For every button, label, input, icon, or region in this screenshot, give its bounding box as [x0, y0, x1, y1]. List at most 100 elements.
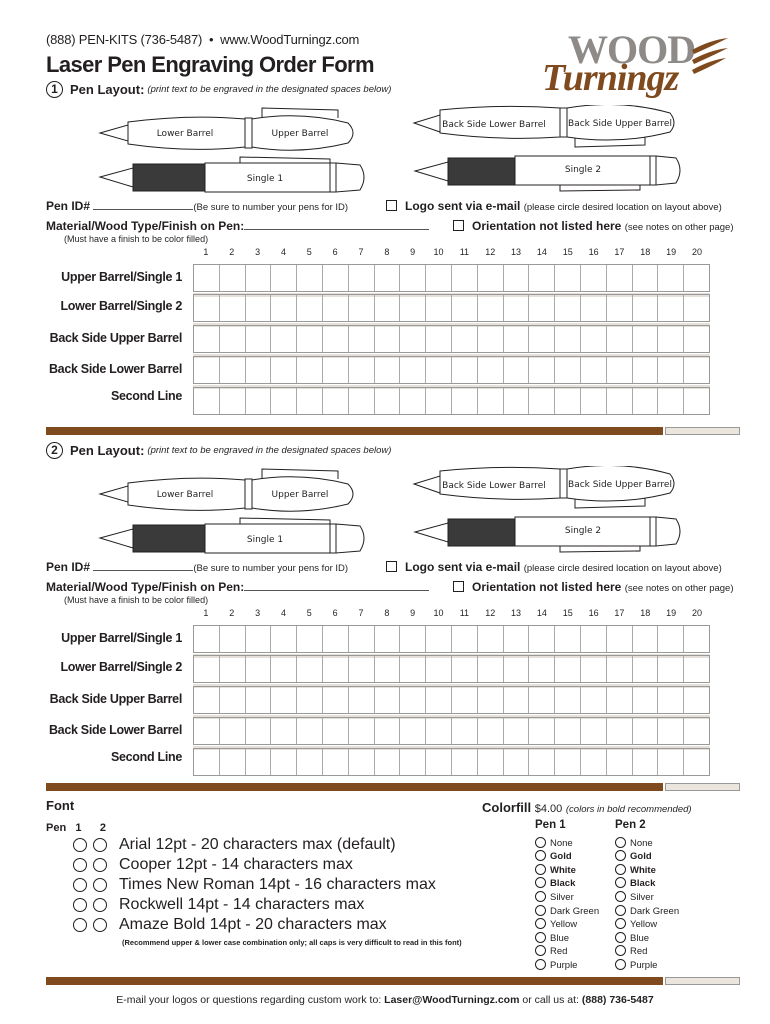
character-cell[interactable] [607, 388, 633, 414]
colorfill-pen1-radio[interactable] [535, 863, 546, 875]
character-cell[interactable] [478, 687, 504, 713]
character-cell[interactable] [297, 388, 323, 414]
character-cell[interactable] [297, 265, 323, 291]
character-cell[interactable] [478, 749, 504, 775]
character-cell[interactable] [658, 388, 685, 414]
character-cell[interactable] [478, 656, 504, 682]
character-cell[interactable] [684, 265, 709, 291]
character-cell[interactable] [297, 295, 323, 321]
character-cell[interactable] [375, 687, 401, 713]
character-cell[interactable] [426, 749, 452, 775]
character-cell[interactable] [246, 626, 272, 652]
character-cell[interactable] [633, 687, 659, 713]
character-cell[interactable] [220, 326, 246, 352]
character-cell[interactable] [452, 749, 478, 775]
character-cell[interactable] [633, 265, 659, 291]
character-cell[interactable] [633, 357, 659, 383]
character-cell[interactable] [658, 265, 685, 291]
font-pen1-radio[interactable] [73, 898, 87, 912]
character-cell[interactable] [194, 718, 220, 744]
character-cell[interactable] [271, 687, 298, 713]
character-cell[interactable] [246, 388, 272, 414]
character-cell[interactable] [271, 626, 298, 652]
character-cell[interactable] [426, 326, 452, 352]
character-cell[interactable] [194, 656, 220, 682]
character-cell[interactable] [555, 357, 581, 383]
character-cell[interactable] [633, 656, 659, 682]
character-cell[interactable] [400, 357, 427, 383]
character-cell[interactable] [452, 656, 478, 682]
character-cell[interactable] [633, 718, 659, 744]
character-cell[interactable] [246, 265, 272, 291]
colorfill-pen1-radio[interactable] [535, 918, 546, 930]
character-cell[interactable] [529, 656, 556, 682]
character-cell[interactable] [297, 626, 323, 652]
character-cell[interactable] [246, 749, 272, 775]
character-cell[interactable] [194, 749, 220, 775]
character-cell[interactable] [529, 718, 556, 744]
character-cell[interactable] [478, 295, 504, 321]
character-cell[interactable] [297, 326, 323, 352]
character-cell[interactable] [220, 265, 246, 291]
character-cell[interactable] [504, 687, 530, 713]
character-cell[interactable] [478, 326, 504, 352]
character-cell[interactable] [581, 265, 607, 291]
character-cell[interactable] [452, 718, 478, 744]
character-cell[interactable] [194, 388, 220, 414]
font-pen1-radio[interactable] [73, 878, 87, 892]
character-cell[interactable] [349, 626, 375, 652]
character-cell[interactable] [426, 357, 452, 383]
character-cell[interactable] [246, 718, 272, 744]
character-cell[interactable] [452, 357, 478, 383]
logo-email-checkbox[interactable] [386, 200, 397, 211]
character-cell[interactable] [529, 326, 556, 352]
character-cell[interactable] [555, 656, 581, 682]
character-cell[interactable] [323, 295, 349, 321]
character-cell[interactable] [529, 357, 556, 383]
character-cell[interactable] [581, 749, 607, 775]
pen-id-field[interactable] [93, 570, 194, 571]
character-cell[interactable] [607, 749, 633, 775]
character-cell[interactable] [607, 626, 633, 652]
character-cell[interactable] [194, 626, 220, 652]
character-cell[interactable] [220, 388, 246, 414]
character-cell[interactable] [349, 656, 375, 682]
character-cell[interactable] [633, 326, 659, 352]
character-cell[interactable] [426, 656, 452, 682]
character-cell[interactable] [375, 295, 401, 321]
character-cell[interactable] [297, 357, 323, 383]
character-cell[interactable] [658, 687, 685, 713]
character-cell[interactable] [529, 687, 556, 713]
character-cell[interactable] [478, 357, 504, 383]
font-pen2-radio[interactable] [93, 858, 107, 872]
character-cell[interactable] [504, 656, 530, 682]
character-cell[interactable] [555, 626, 581, 652]
character-cell[interactable] [323, 656, 349, 682]
colorfill-pen1-radio[interactable] [535, 890, 546, 902]
character-cell[interactable] [246, 357, 272, 383]
font-pen2-radio[interactable] [93, 918, 107, 932]
character-cell[interactable] [478, 265, 504, 291]
character-cell[interactable] [555, 388, 581, 414]
character-cell[interactable] [684, 626, 709, 652]
character-cell[interactable] [220, 718, 246, 744]
character-cell[interactable] [271, 656, 298, 682]
character-cell[interactable] [581, 295, 607, 321]
character-cell[interactable] [426, 718, 452, 744]
character-cell[interactable] [607, 718, 633, 744]
character-cell[interactable] [400, 749, 427, 775]
character-cell[interactable] [271, 388, 298, 414]
character-cell[interactable] [633, 749, 659, 775]
character-cell[interactable] [194, 326, 220, 352]
character-cell[interactable] [607, 265, 633, 291]
character-cell[interactable] [426, 265, 452, 291]
character-cell[interactable] [529, 265, 556, 291]
colorfill-pen2-radio[interactable] [615, 958, 626, 970]
character-cell[interactable] [246, 656, 272, 682]
character-cell[interactable] [504, 718, 530, 744]
character-cell[interactable] [658, 718, 685, 744]
character-cell[interactable] [684, 295, 709, 321]
character-cell[interactable] [246, 326, 272, 352]
character-cell[interactable] [271, 295, 298, 321]
character-cell[interactable] [607, 656, 633, 682]
